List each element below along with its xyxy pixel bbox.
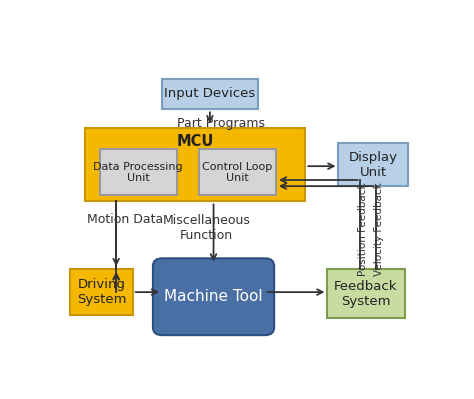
FancyBboxPatch shape	[153, 258, 274, 335]
FancyBboxPatch shape	[85, 128, 305, 201]
FancyBboxPatch shape	[199, 149, 276, 196]
Text: Velocity Feedback: Velocity Feedback	[374, 182, 384, 276]
Text: Miscellaneous
Function: Miscellaneous Function	[162, 213, 250, 242]
Text: Input Devices: Input Devices	[164, 87, 255, 101]
FancyBboxPatch shape	[100, 149, 177, 196]
Text: MCU: MCU	[176, 134, 214, 149]
Text: Motion Data: Motion Data	[87, 213, 163, 226]
FancyBboxPatch shape	[338, 143, 408, 186]
Text: Position Feedback: Position Feedback	[358, 182, 368, 276]
FancyBboxPatch shape	[328, 269, 405, 318]
FancyBboxPatch shape	[162, 79, 258, 109]
Text: Driving
System: Driving System	[77, 278, 126, 306]
FancyBboxPatch shape	[70, 269, 133, 315]
Text: Feedback
System: Feedback System	[334, 280, 398, 308]
Text: Machine Tool: Machine Tool	[164, 289, 263, 304]
Text: Part Programs: Part Programs	[177, 117, 265, 130]
Text: Control Loop
Unit: Control Loop Unit	[202, 162, 273, 183]
Text: Display
Unit: Display Unit	[349, 151, 398, 179]
Text: Data Processing
Unit: Data Processing Unit	[93, 162, 183, 183]
